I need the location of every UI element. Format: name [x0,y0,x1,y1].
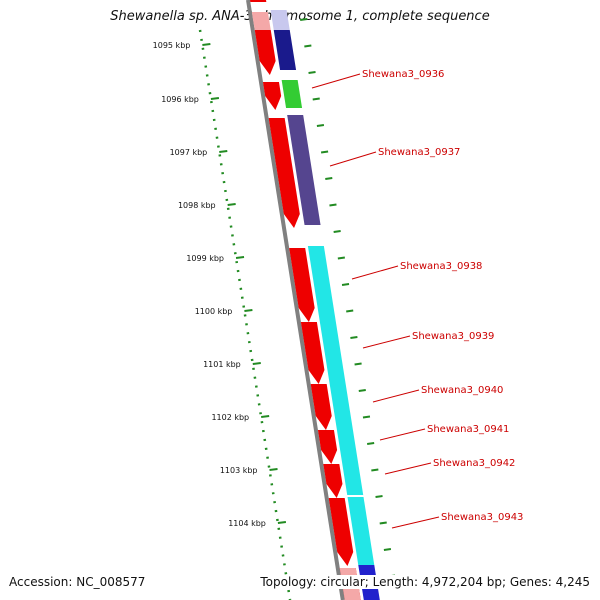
ruler-label: 1097 kbp [170,148,208,157]
gene-label: Shewana3_0936 [362,69,444,80]
track-tick [371,468,379,472]
track-tick [316,124,325,127]
track-segment [287,115,321,225]
ruler-tick [202,43,211,46]
gene-label: Shewana3_0943 [441,512,523,523]
gene-label: Shewana3_0942 [433,458,515,469]
track-tick [367,442,375,445]
gene-track [249,0,361,600]
gene-label: Shewana3_0938 [400,261,482,272]
track-tick [308,71,316,74]
track-tick [304,44,312,48]
gene-faint [251,12,271,30]
gene-arrow [300,322,325,384]
leader-line [351,265,399,280]
track-tick [383,548,392,551]
ruler-label: 1101 kbp [203,360,241,369]
ruler-label: 1098 kbp [178,201,216,210]
ruler-label: 1103 kbp [220,466,258,475]
gene-arrow [328,498,354,566]
track-tick [346,309,354,313]
gene-label: Shewana3_0939 [412,331,494,342]
track-tick [325,177,333,180]
track-segment [307,246,364,495]
track-tick [341,283,350,286]
accession-text: Accession: NC_008577 [9,575,146,589]
track-tick [300,18,308,21]
gene-label: Shewana3_0941 [427,424,509,435]
secondary-track [270,10,380,600]
leader-line [384,462,432,475]
leader-line [391,516,440,529]
ruler-tick [227,203,236,206]
ruler-tick [244,309,253,312]
ruler-dots [198,29,292,600]
track-tick [358,389,366,392]
track-segment [270,10,290,30]
map-title: Shewanella sp. ANA-3 chromosome 1, compl… [110,9,490,24]
backbone-line [246,0,345,600]
gene-labels: Shewana3_0936 Shewana3_0937 Shewana3_0938 S… [311,69,523,529]
track-tick [375,495,383,498]
track-tick [379,521,387,525]
gene-arrow [254,30,276,75]
ruler-label: 1102 kbp [211,413,249,422]
gene-arrow [268,118,300,228]
track-tick [333,230,341,233]
gene-arrow [249,0,267,2]
track-tick [362,415,371,419]
scale-ruler: 1095 kbp 1096 kbp 1097 kbp 1098 kbp 1099 kbp… [153,18,396,600]
track-segment [347,497,375,565]
ruler-tick [252,362,261,365]
topology-text: Topology: circular; Length: 4,972,204 bp… [257,575,590,589]
leader-line [372,389,420,403]
leader-line [362,335,411,349]
ruler-tick [277,521,287,524]
gene-arrow [310,384,332,430]
track-segment [281,80,303,108]
ruler-label: 1104 kbp [228,519,266,528]
track-tick [329,203,337,207]
gene-label: Shewana3_0940 [421,385,503,396]
track-tick [354,362,362,366]
track-tick [337,256,345,260]
gene-arrow [323,464,343,498]
leader-line [329,151,377,167]
gene-arrow [289,248,315,322]
track-tick [350,336,358,339]
track-tick [320,150,329,154]
track-tick [312,97,320,101]
ruler-label: 1095 kbp [153,41,191,50]
ruler-label: 1100 kbp [195,307,233,316]
track-segment [273,30,297,70]
ruler-tick [269,468,278,471]
gene-arrow [262,82,282,110]
ruler-tick [219,150,228,153]
gene-label: Shewana3_0937 [378,147,460,158]
gene-arrow [317,430,338,464]
ruler-tick [235,256,245,259]
backbone [246,0,345,600]
ruler-label: 1096 kbp [161,95,199,104]
ruler-label: 1099 kbp [186,254,224,263]
ruler-tick [210,97,220,100]
leader-line [379,428,426,441]
leader-line [311,73,361,89]
ruler-tick [261,415,270,418]
